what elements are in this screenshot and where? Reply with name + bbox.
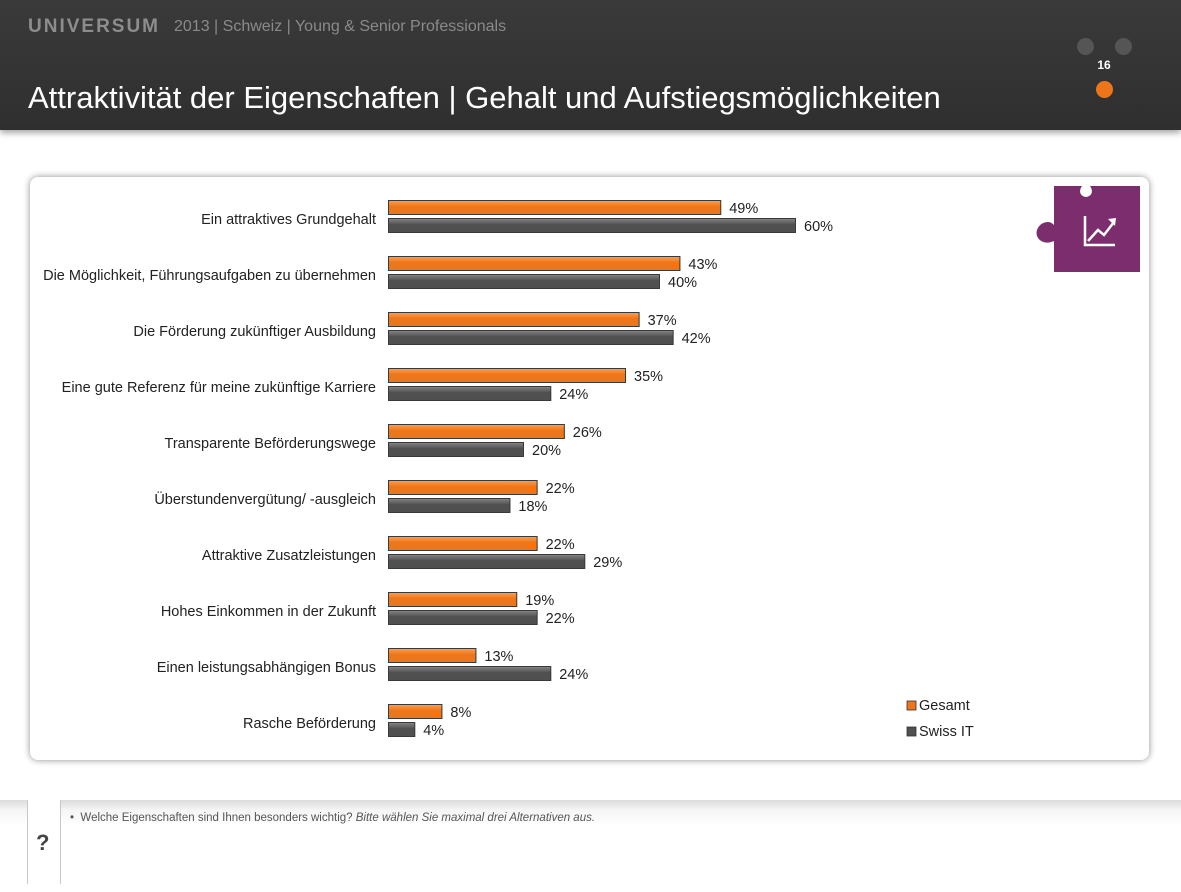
- bar-swiss-it: [388, 722, 416, 737]
- question-tab[interactable]: [27, 800, 61, 884]
- data-label: 42%: [682, 331, 711, 347]
- bar-outline: [388, 722, 416, 737]
- bar-swiss-it: [388, 442, 524, 457]
- data-label: 40%: [668, 275, 697, 291]
- page-number: 16: [1097, 58, 1111, 72]
- data-label: 20%: [532, 443, 561, 459]
- bar-outline: [388, 704, 443, 719]
- data-label: 22%: [546, 537, 575, 553]
- bar-outline: [388, 274, 660, 289]
- bar-swiss-it: [388, 218, 796, 233]
- legend-swatch: [906, 700, 917, 711]
- bar-gesamt: [388, 648, 477, 663]
- legend-swatch: [906, 726, 917, 737]
- bar-swiss-it: [388, 610, 538, 625]
- data-label: 18%: [518, 499, 547, 515]
- bar-swiss-it: [388, 554, 586, 569]
- header-bar: [0, 0, 1181, 130]
- category-label: Hohes Einkommen in der Zukunft: [161, 604, 376, 620]
- bar-swiss-it: [388, 386, 552, 401]
- data-label: 35%: [634, 369, 663, 385]
- data-label: 4%: [423, 723, 444, 739]
- bar-outline: [388, 648, 477, 663]
- footnote: • Welche Eigenschaften sind Ihnen besond…: [70, 812, 596, 824]
- category-label: Rasche Beförderung: [243, 716, 376, 732]
- data-label: 37%: [648, 313, 677, 329]
- bar-outline: [388, 200, 722, 215]
- bar-gesamt: [388, 480, 538, 495]
- category-label: Überstundenvergütung/ -ausgleich: [154, 490, 376, 508]
- bar-swiss-it: [388, 498, 511, 513]
- bar-gesamt: [388, 592, 518, 607]
- category-label: Die Möglichkeit, Führungsaufgaben zu übe…: [43, 268, 376, 284]
- footnote-question: Welche Eigenschaften sind Ihnen besonder…: [80, 812, 353, 824]
- bar-outline: [388, 592, 518, 607]
- category-label: Transparente Beförderungswege: [165, 436, 376, 452]
- data-label: 22%: [546, 611, 575, 627]
- data-label: 24%: [559, 387, 588, 403]
- legend-label: Swiss IT: [919, 724, 974, 740]
- nav-dot-next[interactable]: [1115, 38, 1132, 55]
- data-label: 29%: [593, 555, 622, 571]
- brand-logo: UNIVERSUM: [28, 16, 161, 37]
- bar-gesamt: [388, 312, 640, 327]
- bar-outline: [388, 256, 681, 271]
- bar-outline: [388, 666, 552, 681]
- legend-label: Gesamt: [919, 698, 970, 714]
- header-subtitle: 2013 | Schweiz | Young & Senior Professi…: [174, 18, 507, 35]
- bar-outline: [388, 554, 586, 569]
- bar-outline: [388, 424, 565, 439]
- category-label: Die Förderung zukünftiger Ausbildung: [133, 324, 376, 340]
- bar-outline: [388, 386, 552, 401]
- bar-outline: [388, 480, 538, 495]
- category-label: Eine gute Referenz für meine zukünftige …: [62, 380, 376, 396]
- bar-outline: [388, 442, 524, 457]
- nav-dot-current[interactable]: [1096, 81, 1113, 98]
- data-label: 43%: [688, 257, 717, 273]
- bar-outline: [388, 498, 511, 513]
- bar-swiss-it: [388, 666, 552, 681]
- bar-outline: [388, 218, 796, 233]
- bar-outline: [388, 330, 674, 345]
- bar-outline: [388, 536, 538, 551]
- bar-outline: [388, 368, 626, 383]
- bar-gesamt: [388, 200, 722, 215]
- data-label: 19%: [525, 593, 554, 609]
- page-title: Attraktivität der Eigenschaften | Gehalt…: [28, 80, 941, 115]
- data-label: 22%: [546, 481, 575, 497]
- bar-swiss-it: [388, 330, 674, 345]
- category-label: Einen leistungsabhängigen Bonus: [157, 660, 376, 676]
- data-label: 8%: [450, 705, 471, 721]
- bar-gesamt: [388, 536, 538, 551]
- bar-outline: [388, 610, 538, 625]
- nav-dot-previous[interactable]: [1077, 38, 1094, 55]
- bar-gesamt: [388, 704, 443, 719]
- footer-area: [0, 800, 1181, 892]
- data-label: 13%: [484, 649, 513, 665]
- footnote-instruction: Bitte wählen Sie maximal drei Alternativ…: [355, 812, 596, 824]
- bar-gesamt: [388, 424, 565, 439]
- category-label: Attraktive Zusatzleistungen: [202, 548, 376, 564]
- data-label: 60%: [804, 219, 833, 235]
- bar-gesamt: [388, 256, 681, 271]
- bar-outline: [388, 312, 640, 327]
- growth-chart-puzzle-icon: [1036, 186, 1140, 272]
- data-label: 24%: [559, 667, 588, 683]
- data-label: 49%: [729, 201, 758, 217]
- data-label: 26%: [573, 425, 602, 441]
- question-mark-icon: ?: [36, 830, 50, 855]
- bar-swiss-it: [388, 274, 660, 289]
- category-label: Ein attraktives Grundgehalt: [201, 212, 376, 228]
- bar-gesamt: [388, 368, 626, 383]
